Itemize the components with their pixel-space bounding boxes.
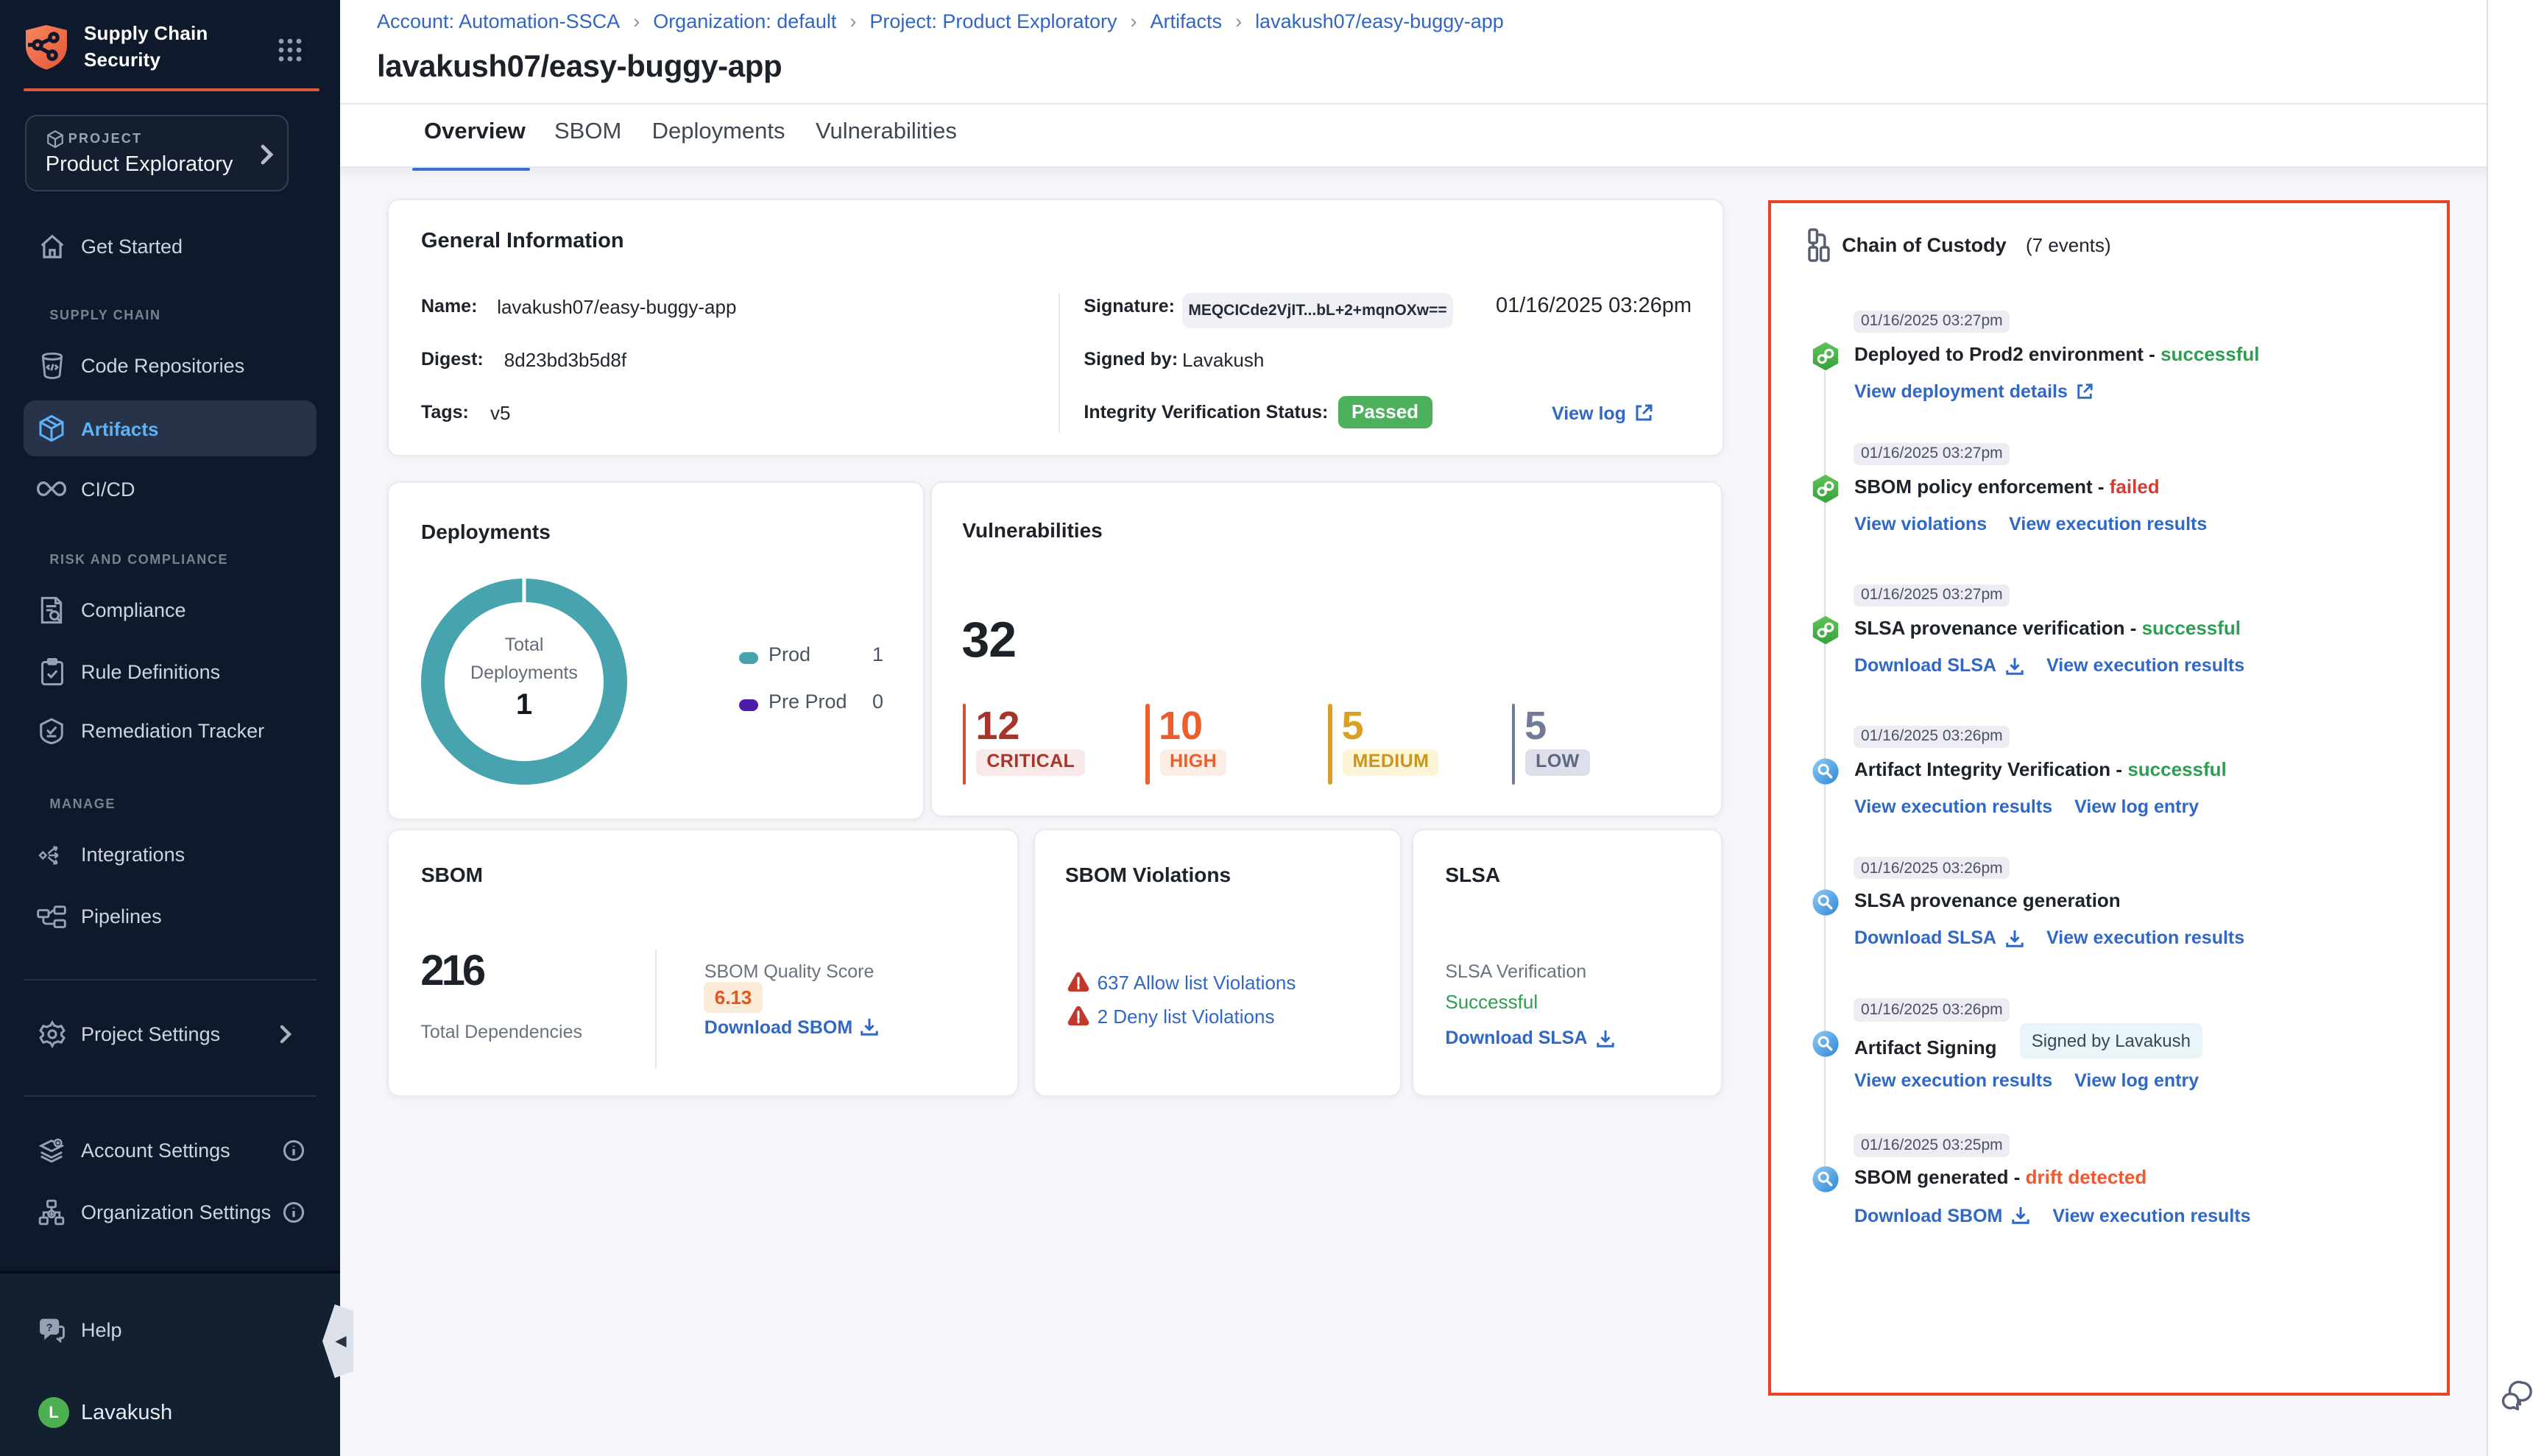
svg-text:?: ? — [46, 1321, 52, 1332]
